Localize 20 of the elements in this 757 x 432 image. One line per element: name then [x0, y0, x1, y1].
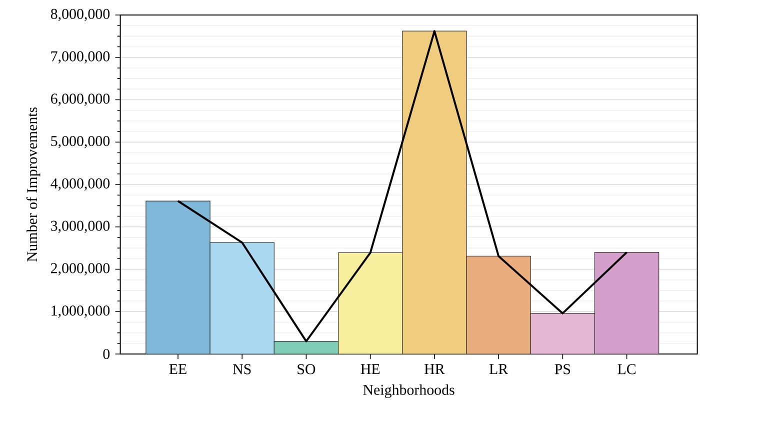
y-tick-label: 6,000,000	[50, 94, 110, 106]
y-axis-title: Number of Improvements	[26, 107, 40, 262]
x-tick-label: SO	[298, 364, 316, 374]
y-tick-label: 7,000,000	[51, 51, 110, 64]
y-tick-label: 4,000,000	[50, 178, 110, 191]
x-tick-label: EE	[169, 364, 186, 374]
x-axis-title: Neighborhoods	[363, 384, 454, 398]
x-tick-label: NS	[233, 364, 251, 374]
y-tick-label: 0	[103, 348, 110, 360]
x-tick-label: LC	[618, 364, 636, 374]
x-tick-label: PS	[554, 364, 570, 374]
y-tick-label: 8,000,000	[50, 8, 110, 22]
y-tick-label: 5,000,000	[51, 136, 110, 148]
line-series	[177, 30, 628, 342]
x-tick-label: LR	[489, 364, 508, 374]
x-tick-label: HE	[360, 364, 380, 374]
y-tick-label: 1,000,000	[52, 306, 110, 318]
y-tick-label: 3,000,000	[51, 220, 110, 233]
x-tick-label: HR	[424, 364, 445, 374]
y-tick-label: 2,000,000	[51, 263, 110, 276]
